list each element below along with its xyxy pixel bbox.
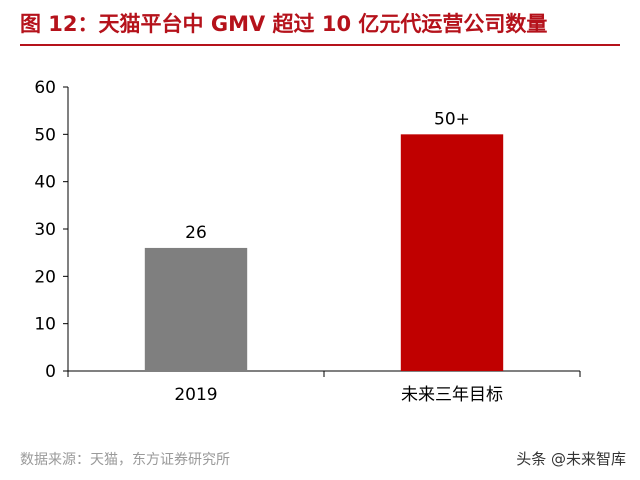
y-tick-label: 50 [34, 125, 56, 145]
bars [144, 134, 504, 371]
x-tick-label: 2019 [174, 385, 217, 405]
data-label: 50+ [434, 109, 470, 129]
x-axis: 2019 未来三年目标 [67, 370, 581, 405]
bar-chart: 0 10 20 30 40 50 60 2019 未来三年目标 26 50+ [34, 78, 581, 405]
y-tick-label: 40 [34, 173, 56, 193]
bar [144, 247, 248, 371]
title-rule [20, 44, 620, 46]
watermark: 头条 @未来智库 [516, 450, 626, 468]
data-labels: 26 50+ [185, 109, 470, 243]
data-label: 26 [185, 223, 207, 243]
y-tick-label: 20 [34, 267, 56, 287]
y-axis: 0 10 20 30 40 50 60 [34, 78, 69, 382]
y-tick-label: 10 [34, 315, 56, 335]
y-tick-label: 30 [34, 220, 56, 240]
y-tick-label: 0 [45, 362, 56, 382]
bar [400, 134, 504, 371]
y-tick-label: 60 [34, 78, 56, 98]
figure-title: 图 12：天猫平台中 GMV 超过 10 亿元代运营公司数量 [20, 12, 548, 36]
x-tick-label: 未来三年目标 [401, 385, 503, 405]
source-note: 数据来源：天猫，东方证券研究所 [20, 452, 230, 468]
